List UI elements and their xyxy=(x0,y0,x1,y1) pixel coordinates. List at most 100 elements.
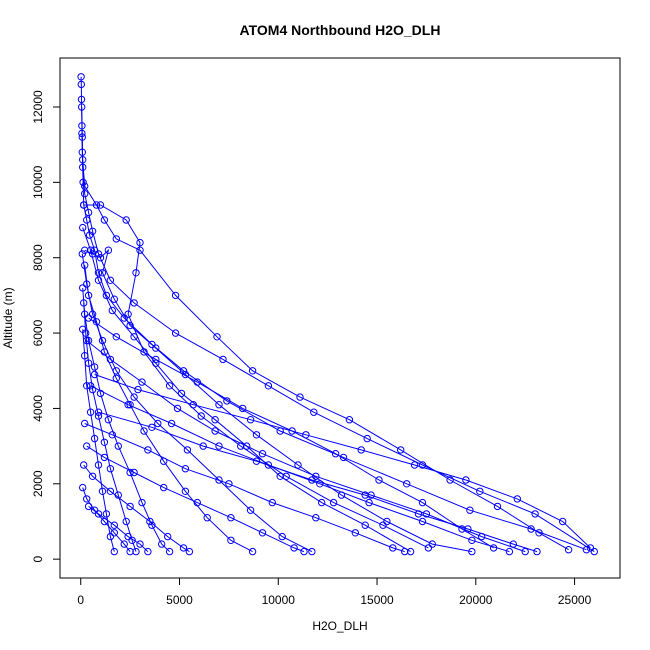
data-point xyxy=(154,419,162,428)
data-point xyxy=(79,223,87,232)
data-point xyxy=(120,540,128,548)
y-axis-label: Altitude (m) xyxy=(1,287,15,348)
data-point xyxy=(140,427,148,435)
data-point xyxy=(126,547,134,556)
data-point xyxy=(80,299,88,307)
data-point xyxy=(345,416,354,424)
data-point xyxy=(559,517,567,526)
data-point xyxy=(288,427,296,435)
data-series xyxy=(84,502,152,556)
series-layer xyxy=(77,73,598,556)
data-point xyxy=(77,80,86,89)
data-point xyxy=(422,510,431,518)
y-tick-label: 8000 xyxy=(31,244,45,271)
data-point xyxy=(165,547,174,556)
data-point xyxy=(110,295,119,303)
data-point xyxy=(136,540,144,548)
data-point xyxy=(130,299,138,307)
series-line xyxy=(83,204,429,549)
data-series xyxy=(81,419,409,556)
data-point xyxy=(213,333,221,341)
data-point xyxy=(367,491,375,499)
data-point xyxy=(100,216,109,224)
data-point xyxy=(77,95,86,104)
data-point xyxy=(79,325,87,333)
data-point xyxy=(126,502,134,511)
data-point xyxy=(167,419,176,428)
data-point xyxy=(122,216,130,224)
data-point xyxy=(148,521,156,529)
data-point xyxy=(79,284,87,292)
data-point xyxy=(243,442,251,450)
data-series xyxy=(90,370,595,552)
data-point xyxy=(185,547,194,556)
data-point xyxy=(365,498,373,507)
data-point xyxy=(90,506,99,514)
data-point xyxy=(248,547,257,556)
data-point xyxy=(83,495,91,503)
series-line xyxy=(84,265,253,553)
data-point xyxy=(78,129,86,138)
data-point xyxy=(181,465,190,473)
data-point xyxy=(160,483,168,492)
data-point xyxy=(493,502,502,511)
data-point xyxy=(300,547,308,556)
data-point xyxy=(466,506,474,514)
data-series xyxy=(94,408,541,556)
data-point xyxy=(227,536,235,544)
data-point xyxy=(81,190,89,198)
data-point xyxy=(252,457,261,465)
data-point xyxy=(158,540,166,548)
data-point xyxy=(88,472,97,480)
data-point xyxy=(132,547,140,556)
data-point xyxy=(290,544,298,552)
series-line xyxy=(88,506,149,552)
data-point xyxy=(278,532,286,541)
data-point xyxy=(509,540,517,548)
data-point xyxy=(106,276,115,284)
data-point xyxy=(535,529,543,537)
series-line xyxy=(88,317,494,549)
data-point xyxy=(361,521,369,529)
series-line xyxy=(83,302,137,552)
data-point xyxy=(86,382,95,390)
data-point xyxy=(403,480,411,488)
data-point xyxy=(258,450,267,458)
data-series xyxy=(86,382,514,556)
data-point xyxy=(124,310,132,318)
series-line xyxy=(94,374,591,549)
data-point xyxy=(296,393,304,401)
data-point xyxy=(513,495,521,503)
data-point xyxy=(144,446,152,454)
data-point xyxy=(124,401,132,409)
data-point xyxy=(122,517,130,526)
data-point xyxy=(258,529,267,537)
x-tick-label: 25000 xyxy=(558,593,592,607)
data-point xyxy=(84,208,93,217)
data-point xyxy=(132,269,140,277)
data-point xyxy=(152,344,160,352)
data-point xyxy=(84,336,93,345)
data-point xyxy=(90,363,99,371)
data-point xyxy=(94,276,103,284)
series-line xyxy=(90,385,510,553)
data-point xyxy=(124,532,132,541)
data-series xyxy=(80,299,140,556)
data-point xyxy=(199,442,207,450)
data-point xyxy=(418,498,427,507)
data-point xyxy=(414,510,423,518)
data-point xyxy=(505,547,514,556)
data-point xyxy=(79,156,87,164)
data-point xyxy=(102,510,111,518)
y-tick-label: 0 xyxy=(31,556,45,563)
y-tick-label: 6000 xyxy=(31,319,45,346)
data-point xyxy=(110,521,119,529)
x-axis: 0 5000 10000 15000 20000 25000 xyxy=(77,577,592,607)
data-point xyxy=(148,423,156,431)
data-point xyxy=(104,246,113,254)
data-point xyxy=(106,532,115,541)
data-point xyxy=(308,476,316,484)
data-point xyxy=(203,514,211,522)
data-point xyxy=(96,254,105,262)
data-point xyxy=(211,427,219,435)
